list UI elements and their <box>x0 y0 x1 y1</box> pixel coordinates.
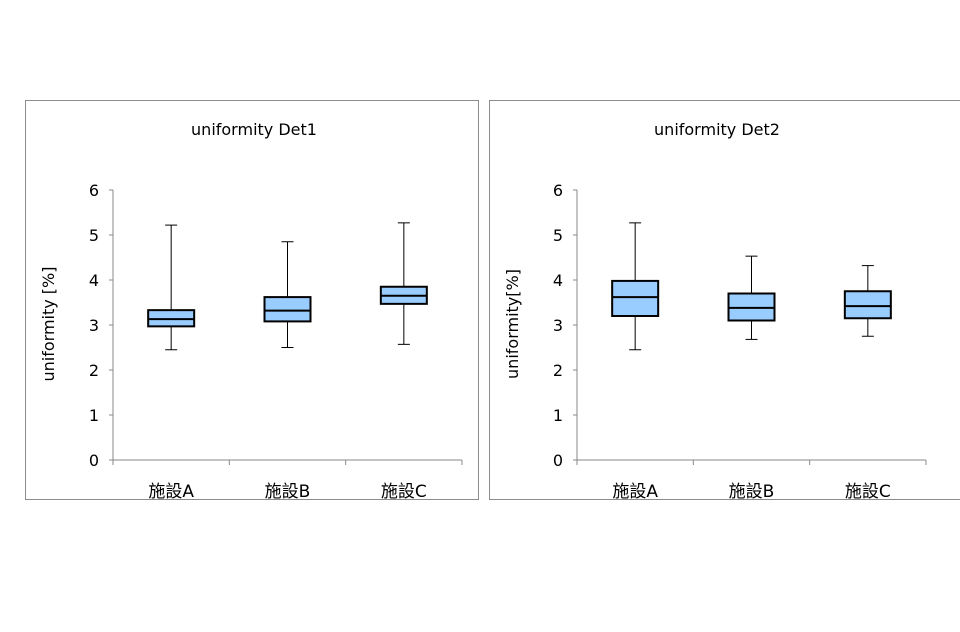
box-iqr <box>611 279 660 317</box>
y-tick-label: 2 <box>553 361 563 380</box>
y-tick-label: 5 <box>553 226 563 245</box>
y-tick-label: 4 <box>89 271 99 290</box>
y-tick-label: 3 <box>89 316 99 335</box>
chart-title: uniformity Det2 <box>654 120 780 139</box>
y-tick-label: 0 <box>553 451 563 470</box>
y-tick-label: 1 <box>89 406 99 425</box>
y-axis-label: uniformity [%] <box>39 267 58 382</box>
x-tick-label: 施設B <box>729 482 775 499</box>
chart-panel-det1: uniformity Det1 uniformity [%] 0 1 2 3 4 5 6 施設A 施… <box>25 100 479 502</box>
chart-det1: uniformity Det1 uniformity [%] 0 1 2 3 4 5 6 施設A 施… <box>39 120 463 502</box>
x-tick-label: 施設A <box>612 482 658 499</box>
y-tick-label: 1 <box>553 406 563 425</box>
chart-title: uniformity Det1 <box>191 120 317 139</box>
y-tick-label: 4 <box>553 271 563 290</box>
y-tick-label: 5 <box>89 226 99 245</box>
chart-panel-det2: uniformity Det2 uniformity[%] 0 1 2 3 4 5 6 施設A 施設… <box>489 100 960 502</box>
box-iqr <box>843 290 892 320</box>
box-iqr <box>263 296 312 323</box>
x-tick-label: 施設B <box>265 482 311 499</box>
y-tick-label: 6 <box>89 181 99 200</box>
y-tick-label: 2 <box>89 361 99 380</box>
y-tick-label: 3 <box>553 316 563 335</box>
x-tick-label: 施設A <box>148 482 194 499</box>
chart-det2: uniformity Det2 uniformity[%] 0 1 2 3 4 5 6 施設A 施設… <box>503 120 927 502</box>
y-tick-label: 0 <box>89 451 99 470</box>
y-tick-label: 6 <box>553 181 563 200</box>
y-axis-label: uniformity[%] <box>503 269 522 379</box>
x-tick-label: 施設C <box>381 482 427 499</box>
x-tick-label: 施設C <box>845 482 891 499</box>
